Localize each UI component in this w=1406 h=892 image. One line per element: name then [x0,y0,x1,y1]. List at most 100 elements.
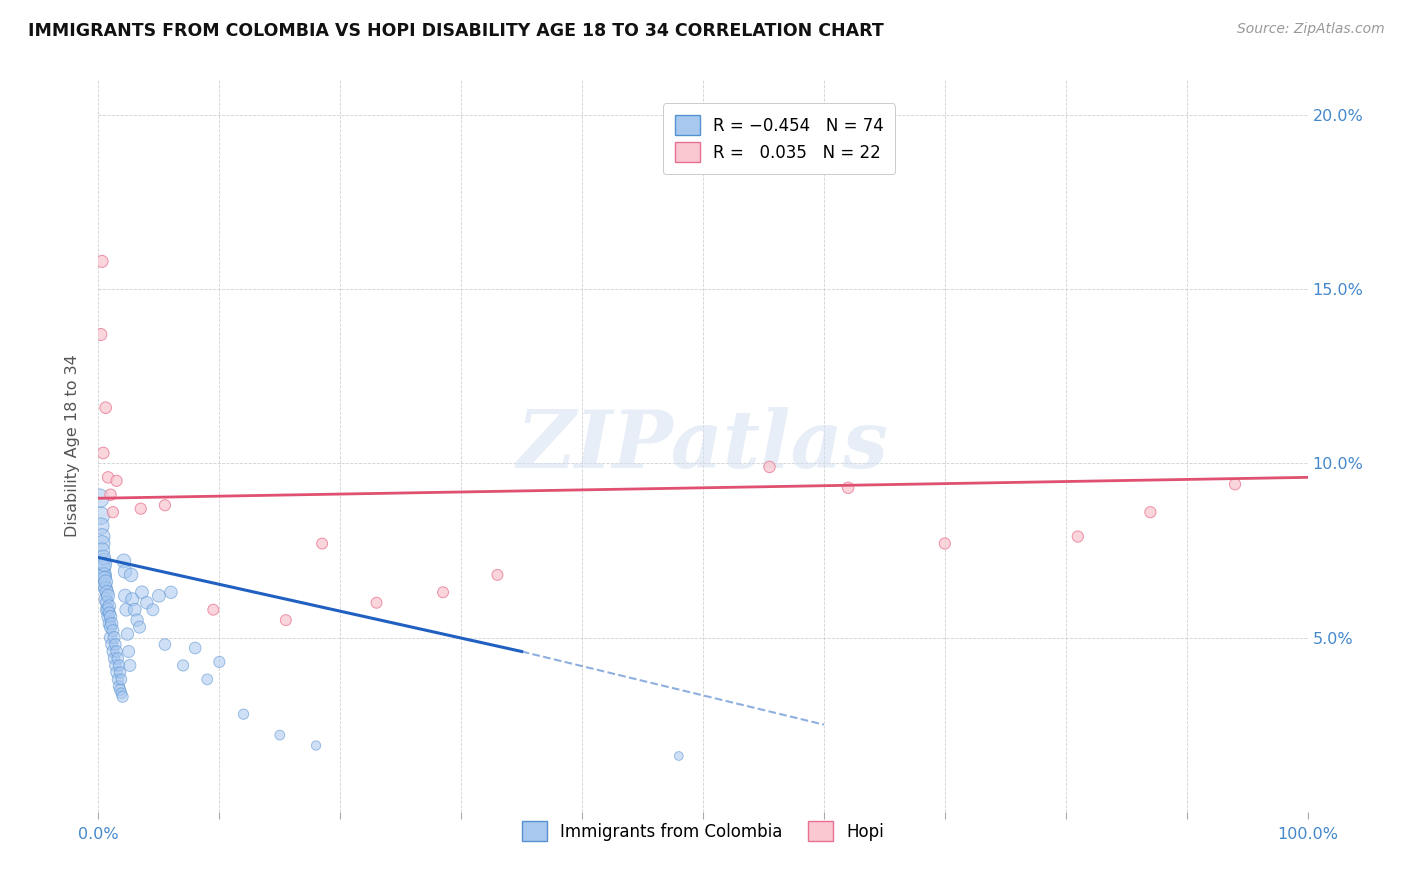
Point [160,585,183,599]
Point [121,592,143,607]
Point [118,658,141,673]
Point [108,665,131,680]
Point [100,488,122,502]
Point [934,536,956,550]
Point [305,739,328,753]
Point [111,690,134,704]
Point [107,673,129,687]
Point [93,567,115,582]
Point [94,592,117,607]
Point [486,567,509,582]
Point [135,596,157,610]
Point [104,658,127,673]
Point [129,501,152,516]
Point [98,599,121,614]
Point [115,603,138,617]
Point [93,578,115,592]
Point [91,536,114,550]
Y-axis label: Disability Age 18 to 34: Disability Age 18 to 34 [65,355,80,537]
Point [153,498,176,512]
Point [91,530,114,544]
Point [118,644,141,658]
Point [93,558,115,572]
Point [114,565,136,579]
Point [184,640,207,655]
Point [108,658,131,673]
Legend: Immigrants from Colombia, Hopi: Immigrants from Colombia, Hopi [509,807,897,855]
Point [232,707,254,722]
Point [91,543,114,558]
Point [758,459,780,474]
Point [153,638,176,652]
Point [208,655,231,669]
Point [112,554,135,568]
Point [97,603,120,617]
Text: ZIPatlas: ZIPatlas [517,408,889,484]
Point [97,609,120,624]
Point [91,554,114,568]
Point [1067,530,1090,544]
Point [90,327,112,342]
Point [432,585,454,599]
Point [104,638,127,652]
Point [131,585,153,599]
Point [124,603,146,617]
Point [97,589,120,603]
Point [142,603,165,617]
Point [98,616,121,631]
Point [120,567,142,582]
Point [837,481,859,495]
Point [110,673,132,687]
Point [98,606,121,620]
Point [202,603,225,617]
Point [96,585,118,599]
Point [101,624,124,638]
Point [103,631,125,645]
Point [96,603,118,617]
Point [103,651,125,665]
Point [108,682,131,697]
Point [269,728,291,742]
Point [89,491,111,506]
Point [148,589,170,603]
Point [668,749,690,764]
Point [128,620,150,634]
Point [96,596,118,610]
Point [105,665,128,680]
Point [90,519,112,533]
Point [93,571,115,585]
Point [90,508,112,523]
Point [101,505,124,519]
Point [94,574,117,589]
Point [105,474,128,488]
Point [114,589,136,603]
Point [172,658,194,673]
Point [100,616,122,631]
Point [110,686,132,700]
Point [100,631,122,645]
Point [97,470,120,484]
Text: IMMIGRANTS FROM COLOMBIA VS HOPI DISABILITY AGE 18 TO 34 CORRELATION CHART: IMMIGRANTS FROM COLOMBIA VS HOPI DISABIL… [28,22,884,40]
Point [127,613,149,627]
Point [94,582,117,596]
Point [91,446,114,460]
Point [1223,477,1246,491]
Point [105,644,128,658]
Point [100,620,122,634]
Point [107,651,129,665]
Point [366,596,388,610]
Point [91,550,114,565]
Point [1139,505,1161,519]
Point [117,627,139,641]
Point [101,644,124,658]
Point [91,561,114,575]
Point [91,254,114,268]
Point [195,673,218,687]
Point [311,536,333,550]
Point [100,638,122,652]
Text: Source: ZipAtlas.com: Source: ZipAtlas.com [1237,22,1385,37]
Point [274,613,297,627]
Point [108,679,131,693]
Point [100,609,122,624]
Point [91,567,114,582]
